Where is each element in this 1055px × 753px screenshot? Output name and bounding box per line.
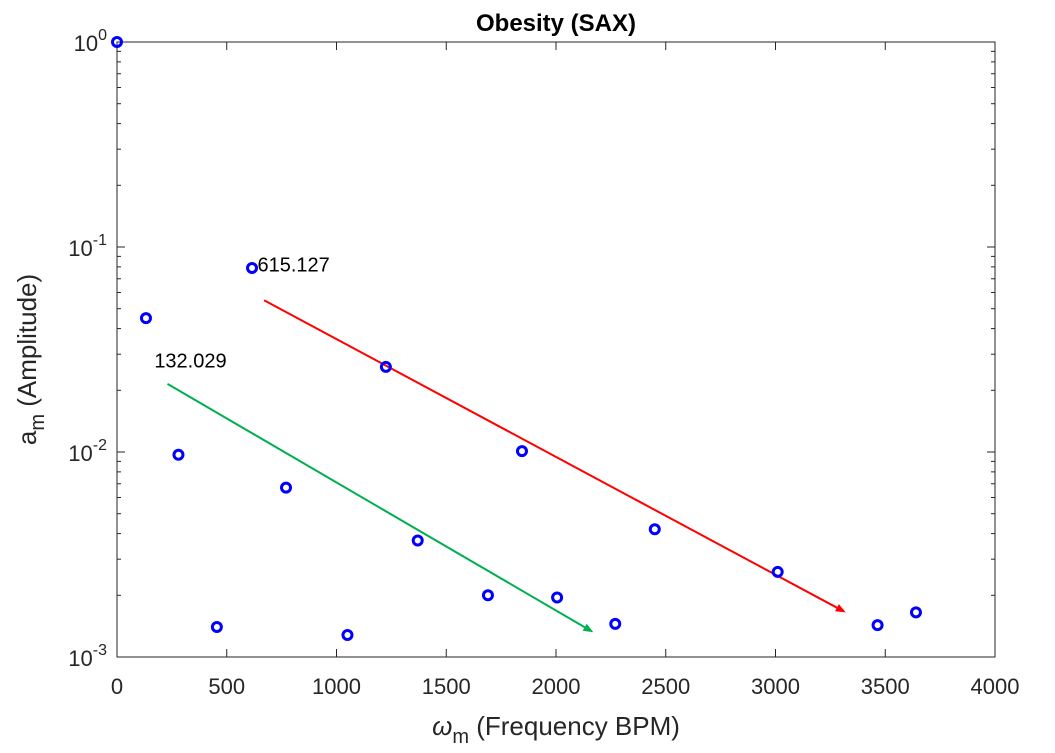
red-trend-arrow (263, 299, 846, 613)
chart-text: 0 500 1000 1500 2000 2500 3000 3500 4000 100 10-1 1… (12, 10, 1019, 748)
data-point (210, 621, 223, 634)
data-point (139, 312, 152, 325)
y-axis-label: am (Amplitude) (12, 274, 49, 445)
x-tick-label: 0 (111, 674, 123, 699)
x-tick-label: 1500 (422, 674, 471, 699)
trend-arrows (166, 299, 846, 633)
chart-title: Obesity (SAX) (476, 10, 636, 37)
axes-box (116, 41, 996, 658)
green-trend-arrow-head (582, 623, 594, 633)
data-point (609, 617, 622, 630)
green-trend-arrow-line (166, 382, 586, 629)
plot-area (116, 41, 996, 658)
x-tick-label: 2500 (641, 674, 690, 699)
data-point (246, 261, 259, 274)
x-axis-label: ωm (Frequency BPM) (432, 711, 680, 748)
x-tick-label: 3000 (751, 674, 800, 699)
x-tick-label: 500 (208, 674, 245, 699)
data-point (909, 606, 922, 619)
data-point (771, 565, 784, 578)
data-point (481, 589, 494, 602)
data-point (379, 360, 392, 373)
red-trend-arrow-line (263, 299, 838, 609)
data-point (871, 619, 884, 632)
point-annotation: 132.029 (154, 350, 226, 372)
data-point (551, 591, 564, 604)
data-point (411, 534, 424, 547)
x-tick-label: 2000 (532, 674, 581, 699)
data-point (172, 448, 185, 461)
data-point (515, 445, 528, 458)
green-trend-arrow (166, 382, 594, 633)
x-tick-label: 4000 (971, 674, 1020, 699)
y-tick-label: 10-1 (68, 232, 107, 261)
data-point (111, 36, 123, 48)
y-tick-label: 10-3 (68, 642, 107, 671)
x-tick-label: 3500 (861, 674, 910, 699)
y-tick-label: 100 (74, 27, 107, 56)
data-points (111, 36, 922, 642)
data-point (648, 523, 661, 536)
point-annotation: 615.127 (257, 255, 329, 277)
red-trend-arrow-head (835, 604, 846, 613)
y-tick-label: 10-2 (68, 437, 107, 466)
x-tick-label: 1000 (312, 674, 361, 699)
data-point (280, 481, 293, 494)
data-point (341, 629, 354, 642)
